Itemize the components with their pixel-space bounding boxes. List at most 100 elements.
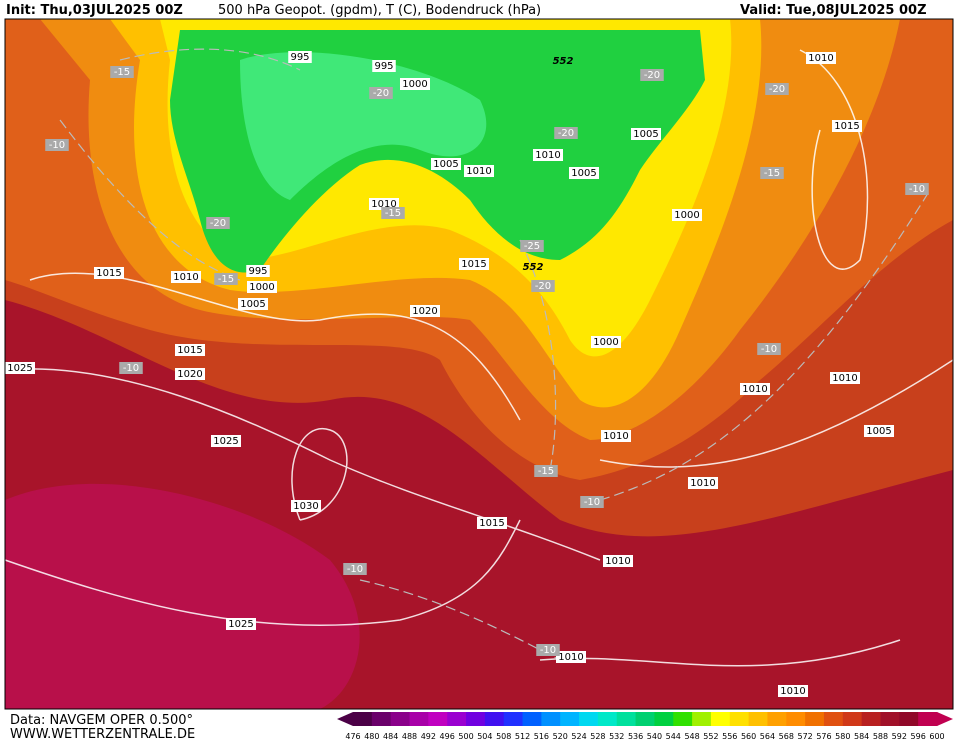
isobar-label-box — [246, 265, 270, 277]
temperature-label: -20 — [558, 128, 574, 139]
colorbar-cell — [522, 712, 542, 726]
isobar-label: 1015 — [834, 121, 859, 132]
isobar-label: 1010 — [466, 166, 491, 177]
isobar-label-box — [464, 165, 494, 177]
colorbar-label: 596 — [911, 732, 926, 741]
temperature-label-box — [119, 362, 143, 374]
colorbar-label: 524 — [571, 732, 586, 741]
temperature-label: -20 — [769, 84, 785, 95]
colorbar-label: 556 — [722, 732, 737, 741]
isobar-label-box — [431, 158, 461, 170]
colorbar-cell — [371, 712, 392, 726]
temperature-label: -20 — [373, 88, 389, 99]
isobar-label: 1000 — [674, 210, 699, 221]
colorbar-label: 572 — [797, 732, 812, 741]
isobar-label: 995 — [290, 52, 309, 63]
temperature-label-box — [640, 69, 664, 81]
temperature-label-box — [110, 66, 134, 78]
temperature-label-box — [760, 167, 784, 179]
temperature-label: -25 — [524, 241, 540, 252]
isobar-label: 1030 — [293, 501, 318, 512]
colorbar: 476 480 484 488 492 496 500 504 508 512 516 520 524 5… — [337, 712, 953, 741]
temperature-label: -15 — [385, 208, 401, 219]
colorbar-label: 508 — [496, 732, 511, 741]
temperature-label: -15 — [114, 67, 130, 78]
temperature-label-box — [580, 496, 604, 508]
colorbar-cell — [353, 712, 373, 726]
temperature-label: -10 — [540, 645, 556, 656]
isobar-label: 1005 — [633, 129, 658, 140]
temperature-label: -20 — [644, 70, 660, 81]
isobar-label-box — [171, 271, 201, 283]
colorbar-arrow-right — [937, 712, 953, 726]
colorbar-cell — [786, 712, 806, 726]
colorbar-label: 576 — [816, 732, 831, 741]
isobar-label-box — [631, 128, 661, 140]
isobar-label-box — [291, 500, 321, 512]
isobar-label: 1010 — [535, 150, 560, 161]
colorbar-cell — [899, 712, 919, 726]
isobar-label-box — [740, 383, 770, 395]
colorbar-arrow-left — [337, 712, 353, 726]
isobar-label-box — [459, 258, 489, 270]
colorbar-cell — [597, 712, 618, 726]
colorbar-label: 512 — [515, 732, 530, 741]
colorbar-label: 600 — [929, 732, 944, 741]
colorbar-label: 516 — [534, 732, 549, 741]
isobar-label: 1005 — [433, 159, 458, 170]
isobar-label-box — [778, 685, 808, 697]
isobar-label: 995 — [374, 61, 393, 72]
colorbar-cell — [918, 712, 938, 726]
colorbar-cell — [503, 712, 524, 726]
colorbar-label: 528 — [590, 732, 605, 741]
valid-time: Valid: Tue,08JUL2025 00Z — [740, 3, 927, 18]
temperature-label-box — [343, 563, 367, 575]
colorbar-cell — [805, 712, 825, 726]
colorbar-label: 520 — [553, 732, 568, 741]
map-frame — [4, 18, 954, 710]
isobar-label-box — [556, 651, 586, 663]
colorbar-label: 592 — [892, 732, 907, 741]
isobar-label: 1010 — [690, 478, 715, 489]
temperature-label-box — [536, 644, 560, 656]
isobar-label-box — [830, 372, 860, 384]
colorbar-cell — [748, 712, 768, 726]
colorbar-cell — [729, 712, 750, 726]
isobar-label-box — [591, 336, 621, 348]
isobar-label-box — [211, 435, 241, 447]
colorbar-label: 484 — [383, 732, 398, 741]
temperature-label: -15 — [764, 168, 780, 179]
isobar-label: 1020 — [412, 306, 437, 317]
isobar-label: 1005 — [571, 168, 596, 179]
isobar-label: 1000 — [249, 282, 274, 293]
colorbar-cell — [579, 712, 599, 726]
colorbar-cell — [710, 712, 731, 726]
temperature-label-box — [905, 183, 929, 195]
colorbar-cell — [409, 712, 429, 726]
colorbar-cell — [428, 712, 448, 726]
colorbar-cell — [823, 712, 844, 726]
isobar-label: 1010 — [780, 686, 805, 697]
colorbar-label: 492 — [421, 732, 436, 741]
isobar-label-box — [806, 52, 836, 64]
isobar-label-box — [477, 517, 507, 529]
temperature-label: -10 — [909, 184, 925, 195]
isobar-label: 1025 — [228, 619, 253, 630]
isobar-label: 1015 — [177, 345, 202, 356]
colorbar-label: 496 — [440, 732, 455, 741]
colorbar-label: 504 — [477, 732, 492, 741]
isobar-label: 1010 — [808, 53, 833, 64]
colorbar-cell — [673, 712, 693, 726]
colorbar-cell — [861, 712, 881, 726]
colorbar-cell — [484, 712, 505, 726]
data-source: Data: NAVGEM OPER 0.500° — [10, 713, 193, 728]
isobar-label: 1000 — [402, 79, 427, 90]
colorbar-cell — [447, 712, 467, 726]
temperature-label-box — [206, 217, 230, 229]
isobar-label: 1025 — [7, 363, 32, 374]
colorbar-cell — [560, 712, 580, 726]
isobar-label: 1000 — [593, 337, 618, 348]
isobar-label: 1010 — [558, 652, 583, 663]
website: WWW.WETTERZENTRALE.DE — [10, 727, 195, 741]
isobar-label: 1010 — [742, 384, 767, 395]
